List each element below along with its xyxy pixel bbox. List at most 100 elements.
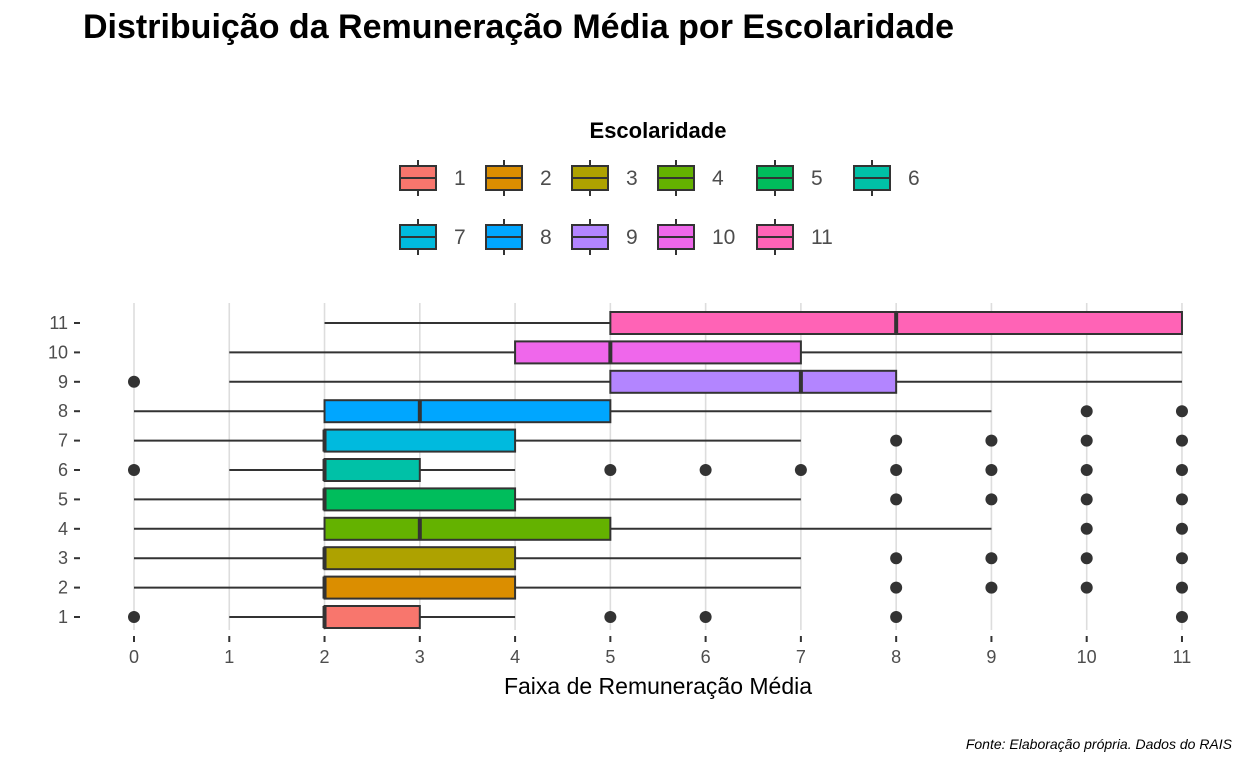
legend-label: 2 xyxy=(540,167,552,190)
legend-label: 11 xyxy=(811,226,833,249)
box-series xyxy=(134,487,1188,512)
box-series xyxy=(229,340,1182,365)
caption: Fonte: Elaboração própria. Dados do RAIS xyxy=(965,736,1232,752)
legend-entry: 5 xyxy=(756,160,823,196)
y-tick-label: 5 xyxy=(58,489,68,509)
boxplot-series xyxy=(128,311,1188,629)
box-series xyxy=(128,458,1188,482)
box-series xyxy=(134,399,1188,424)
outlier-point xyxy=(699,611,712,623)
axes: 1 2 3 4 5 6 7 8 9 10 11 0 1 2 3 4 5 6 7 8 9 10 11 Faixa de Remu… xyxy=(48,313,1191,699)
box-series xyxy=(134,575,1188,600)
outlier-point xyxy=(985,581,998,594)
x-tick-label: 5 xyxy=(605,647,615,667)
outlier-point xyxy=(1175,581,1188,594)
box-series xyxy=(128,605,1188,629)
y-tick-label: 2 xyxy=(58,578,68,598)
outlier-point xyxy=(1175,552,1188,565)
outlier-point xyxy=(1175,493,1188,506)
outlier-point xyxy=(890,493,903,506)
outlier-point xyxy=(1080,434,1093,447)
legend-entry: 3 xyxy=(571,160,638,196)
y-tick-label: 8 xyxy=(58,401,68,421)
box-rect xyxy=(323,516,612,541)
outlier-point xyxy=(1175,611,1188,623)
legend-entry: 4 xyxy=(657,160,724,196)
legend-entry: 7 xyxy=(399,219,466,255)
outlier-point xyxy=(890,581,903,594)
outlier-point xyxy=(1175,464,1188,476)
outlier-point xyxy=(1175,522,1188,535)
y-tick-label: 7 xyxy=(58,431,68,451)
box-rect xyxy=(609,369,898,394)
x-tick-label: 2 xyxy=(320,647,330,667)
box-rect xyxy=(323,399,612,424)
x-tick-label: 1 xyxy=(224,647,234,667)
x-tick-label: 4 xyxy=(510,647,520,667)
x-tick-label: 8 xyxy=(891,647,901,667)
box-rect xyxy=(323,458,421,482)
outlier-point xyxy=(890,434,903,447)
box-series xyxy=(134,428,1188,453)
outlier-point xyxy=(890,552,903,565)
legend: Escolaridade 1 2 3 4 5 6 7 8 9 10 11 xyxy=(399,118,920,255)
outlier-point xyxy=(1080,405,1093,418)
x-tick-label: 7 xyxy=(796,647,806,667)
box-rect xyxy=(514,340,802,365)
outlier-point xyxy=(128,375,140,388)
x-axis-title: Faixa de Remuneração Média xyxy=(504,673,812,699)
legend-entry: 8 xyxy=(485,219,552,255)
legend-entry: 11 xyxy=(756,219,833,255)
outlier-point xyxy=(985,464,998,476)
legend-label: 3 xyxy=(626,167,638,190)
legend-title: Escolaridade xyxy=(590,118,727,143)
box-series xyxy=(134,516,1188,541)
legend-entry: 2 xyxy=(485,160,552,196)
legend-label: 5 xyxy=(811,167,823,190)
y-tick-label: 9 xyxy=(58,372,68,392)
y-tick-label: 1 xyxy=(58,607,68,627)
box-rect xyxy=(323,605,421,629)
chart-title: Distribuição da Remuneração Média por Es… xyxy=(83,8,955,46)
outlier-point xyxy=(890,464,903,476)
box-rect xyxy=(323,428,517,453)
box-series xyxy=(128,369,1182,394)
legend-label: 9 xyxy=(626,226,638,249)
outlier-point xyxy=(985,434,998,447)
y-tick-label: 3 xyxy=(58,548,68,568)
box-rect xyxy=(323,487,517,512)
outlier-point xyxy=(1175,405,1188,418)
legend-label: 8 xyxy=(540,226,552,249)
outlier-point xyxy=(1080,552,1093,565)
box-series xyxy=(324,311,1183,335)
legend-label: 6 xyxy=(908,167,920,190)
outlier-point xyxy=(1080,464,1093,476)
outlier-point xyxy=(604,611,617,623)
x-tick-label: 9 xyxy=(986,647,996,667)
y-tick-label: 4 xyxy=(58,519,68,539)
outlier-point xyxy=(604,464,617,476)
outlier-point xyxy=(128,464,140,476)
outlier-point xyxy=(1080,522,1093,535)
outlier-point xyxy=(794,464,807,476)
legend-entry: 9 xyxy=(571,219,638,255)
legend-entry: 6 xyxy=(853,160,920,196)
legend-entry: 1 xyxy=(399,160,466,196)
x-tick-label: 10 xyxy=(1077,647,1097,667)
outlier-point xyxy=(128,611,140,623)
outlier-point xyxy=(1080,493,1093,506)
box-rect xyxy=(323,575,517,600)
outlier-point xyxy=(890,611,903,623)
legend-label: 4 xyxy=(712,167,724,190)
legend-label: 7 xyxy=(454,226,466,249)
legend-label: 1 xyxy=(454,167,466,190)
y-tick-label: 6 xyxy=(58,460,68,480)
x-tick-label: 6 xyxy=(701,647,711,667)
outlier-point xyxy=(699,464,712,476)
y-tick-label: 11 xyxy=(49,313,68,333)
outlier-point xyxy=(1080,581,1093,594)
outlier-point xyxy=(985,552,998,565)
box-series xyxy=(134,546,1188,571)
outlier-point xyxy=(985,493,998,506)
